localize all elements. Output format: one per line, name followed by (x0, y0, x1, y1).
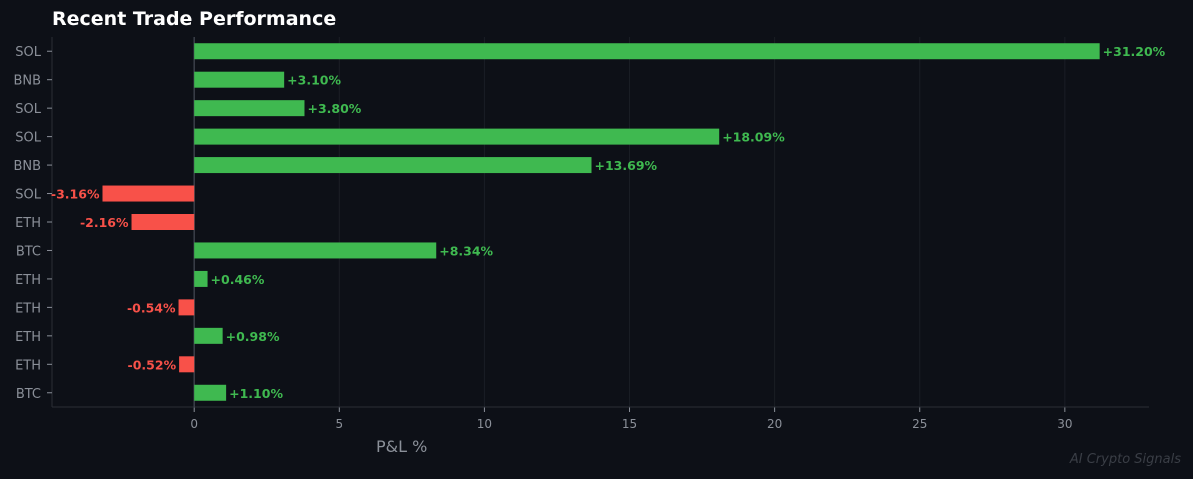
x-tick-label: 0 (190, 417, 198, 431)
data-label: +3.80% (307, 101, 361, 116)
y-tick-label: ETH (15, 216, 41, 231)
y-tick-label: BTC (16, 387, 41, 402)
bar (194, 100, 305, 117)
x-tick-label: 25 (912, 417, 927, 431)
data-label: +8.34% (439, 243, 493, 258)
y-tick-label: BTC (16, 244, 41, 259)
bar (194, 43, 1100, 60)
x-tick-label: 20 (767, 417, 782, 431)
x-tick-label: 15 (622, 417, 637, 431)
y-tick-label: SOL (15, 45, 41, 60)
watermark: AI Crypto Signals (1069, 452, 1181, 467)
data-label: +31.20% (1103, 44, 1166, 59)
data-label: +3.10% (287, 73, 341, 88)
bar (194, 157, 592, 174)
bar (178, 299, 195, 316)
bar (194, 128, 720, 145)
y-tick-label: SOL (15, 102, 41, 117)
data-label: +1.10% (229, 386, 283, 401)
data-label: -2.16% (80, 215, 129, 230)
bar (102, 185, 195, 202)
x-axis-label: P&L % (376, 437, 427, 456)
bar (194, 71, 285, 88)
chart-title: Recent Trade Performance (52, 8, 337, 30)
bar (179, 356, 195, 373)
y-tick-label: ETH (15, 273, 41, 288)
x-tick-label: 5 (335, 417, 343, 431)
data-label: -3.16% (51, 187, 100, 202)
data-label: -0.54% (127, 300, 176, 315)
y-tick-label: SOL (15, 188, 41, 203)
y-tick-label: ETH (15, 301, 41, 316)
data-label: -0.52% (128, 357, 177, 372)
data-label: +0.98% (226, 329, 280, 344)
bar (194, 327, 223, 344)
y-tick-label: BNB (13, 159, 41, 174)
bar (194, 270, 208, 287)
x-tick-label: 10 (477, 417, 492, 431)
y-tick-label: ETH (15, 330, 41, 345)
bar (194, 384, 227, 401)
data-label: +0.46% (211, 272, 265, 287)
bar (131, 214, 195, 230)
y-tick-label: ETH (15, 358, 41, 373)
x-tick-label: 30 (1057, 417, 1072, 431)
bar (194, 242, 437, 259)
y-tick-label: BNB (13, 74, 41, 89)
y-tick-label: SOL (15, 131, 41, 146)
data-label: +13.69% (595, 158, 658, 173)
data-label: +18.09% (722, 130, 785, 145)
